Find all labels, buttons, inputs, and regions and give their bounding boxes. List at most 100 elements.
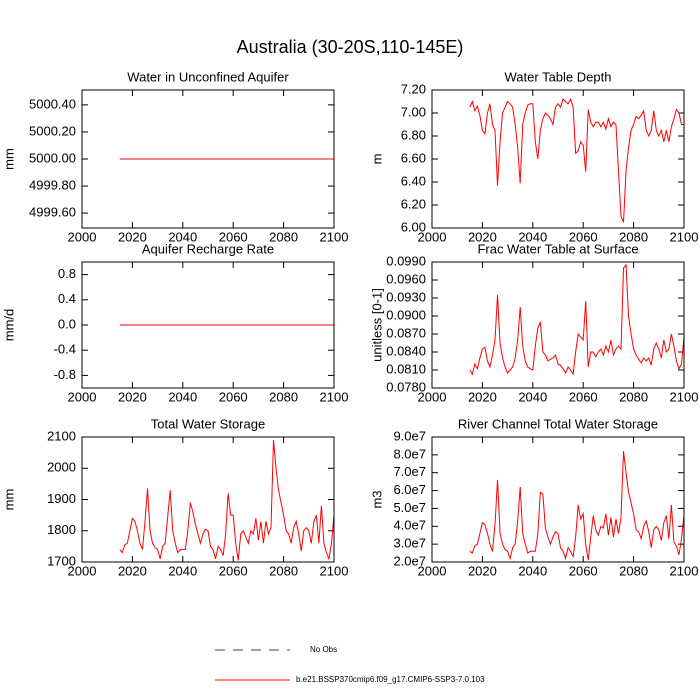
y-tick-label: 0.8 bbox=[58, 266, 76, 281]
y-tick-label: 7.20 bbox=[401, 81, 426, 96]
x-tick-label: 2040 bbox=[168, 389, 197, 404]
panel-title: Water Table Depth bbox=[505, 69, 612, 84]
x-tick-label: 2080 bbox=[269, 563, 298, 578]
x-tick-label: 2040 bbox=[168, 563, 197, 578]
y-tick-label: 8.0e7 bbox=[393, 446, 426, 461]
y-tick-label: 0.0810 bbox=[386, 361, 426, 376]
y-tick-label: 0.0900 bbox=[386, 307, 426, 322]
plot-frame bbox=[431, 89, 685, 229]
y-tick-label: 4999.80 bbox=[29, 177, 76, 192]
x-tick-label: 2000 bbox=[418, 389, 447, 404]
legend-label: No Obs bbox=[310, 645, 337, 654]
y-axis-label: m3 bbox=[369, 490, 384, 508]
x-tick-label: 2060 bbox=[569, 563, 598, 578]
y-tick-label: 0.0870 bbox=[386, 325, 426, 340]
y-tick-label: 0.4 bbox=[58, 291, 76, 306]
x-tick-label: 2060 bbox=[219, 389, 248, 404]
x-tick-label: 2020 bbox=[468, 229, 497, 244]
y-axis-label: mm/d bbox=[1, 309, 16, 342]
y-tick-label: 0.0 bbox=[58, 316, 76, 331]
x-tick-label: 2020 bbox=[118, 389, 147, 404]
y-tick-label: 7.0e7 bbox=[393, 464, 426, 479]
data-line bbox=[469, 97, 684, 223]
y-tick-label: 5000.20 bbox=[29, 123, 76, 138]
x-tick-label: 2060 bbox=[219, 229, 248, 244]
y-tick-label: 0.0840 bbox=[386, 343, 426, 358]
x-tick-label: 2100 bbox=[320, 229, 349, 244]
y-tick-label: 5.0e7 bbox=[393, 500, 426, 515]
panel-title: Frac Water Table at Surface bbox=[477, 241, 638, 256]
y-tick-label: 1700 bbox=[47, 553, 76, 568]
x-tick-label: 2080 bbox=[619, 229, 648, 244]
x-tick-label: 2040 bbox=[518, 563, 547, 578]
x-tick-label: 2080 bbox=[269, 389, 298, 404]
data-line bbox=[469, 451, 685, 561]
x-tick-label: 2040 bbox=[518, 229, 547, 244]
y-tick-label: 2.0e7 bbox=[393, 553, 426, 568]
x-tick-label: 2080 bbox=[269, 229, 298, 244]
y-tick-label: 4.0e7 bbox=[393, 518, 426, 533]
panel-title: Aquifer Recharge Rate bbox=[142, 241, 274, 256]
panel-title: Total Water Storage bbox=[151, 416, 265, 431]
y-axis-label: mm bbox=[1, 148, 16, 170]
x-tick-label: 2080 bbox=[619, 563, 648, 578]
x-tick-label: 2020 bbox=[118, 229, 147, 244]
y-tick-label: 4999.60 bbox=[29, 205, 76, 220]
x-tick-label: 2100 bbox=[670, 229, 699, 244]
data-line bbox=[469, 263, 685, 376]
legend-label: b.e21.BSSP370cmip6.f09_g17.CMIP6-SSP3-7.… bbox=[296, 675, 485, 684]
x-tick-label: 2060 bbox=[569, 229, 598, 244]
plot-frame bbox=[431, 261, 685, 389]
y-tick-label: -0.8 bbox=[54, 367, 76, 382]
x-tick-label: 2020 bbox=[118, 563, 147, 578]
y-tick-label: 6.00 bbox=[401, 219, 426, 234]
x-tick-label: 2000 bbox=[68, 389, 97, 404]
y-tick-label: 6.40 bbox=[401, 173, 426, 188]
x-tick-label: 2060 bbox=[569, 389, 598, 404]
y-tick-label: 3.0e7 bbox=[393, 536, 426, 551]
figure-title: Australia (30-20S,110-145E) bbox=[237, 37, 464, 57]
x-tick-label: 2040 bbox=[168, 229, 197, 244]
y-tick-label: 7.00 bbox=[401, 104, 426, 119]
y-tick-label: 0.0930 bbox=[386, 289, 426, 304]
x-tick-label: 2100 bbox=[320, 563, 349, 578]
y-tick-label: 6.0e7 bbox=[393, 482, 426, 497]
x-tick-label: 2060 bbox=[219, 563, 248, 578]
y-tick-label: 6.80 bbox=[401, 127, 426, 142]
x-tick-label: 2000 bbox=[418, 229, 447, 244]
y-tick-label: 1900 bbox=[47, 491, 76, 506]
x-tick-label: 2000 bbox=[68, 563, 97, 578]
x-tick-label: 2020 bbox=[468, 389, 497, 404]
panel-title: Water in Unconfined Aquifer bbox=[127, 69, 289, 84]
x-tick-label: 2100 bbox=[670, 389, 699, 404]
x-tick-label: 2100 bbox=[320, 389, 349, 404]
y-tick-label: 2100 bbox=[47, 428, 76, 443]
y-axis-label: unitless [0-1] bbox=[369, 288, 384, 362]
x-tick-label: 2020 bbox=[468, 563, 497, 578]
y-tick-label: 5000.40 bbox=[29, 96, 76, 111]
plot-frame bbox=[81, 436, 335, 563]
x-tick-label: 2080 bbox=[619, 389, 648, 404]
y-axis-label: m bbox=[369, 154, 384, 165]
y-tick-label: 0.0990 bbox=[386, 253, 426, 268]
y-tick-label: 6.20 bbox=[401, 196, 426, 211]
y-tick-label: -0.4 bbox=[54, 342, 76, 357]
x-tick-label: 2040 bbox=[518, 389, 547, 404]
data-line bbox=[119, 440, 335, 561]
y-tick-label: 0.0960 bbox=[386, 271, 426, 286]
y-tick-label: 2000 bbox=[47, 460, 76, 475]
y-tick-label: 5000.00 bbox=[29, 150, 76, 165]
plot-frame bbox=[81, 89, 335, 229]
x-tick-label: 2100 bbox=[670, 563, 699, 578]
x-tick-label: 2000 bbox=[418, 563, 447, 578]
plot-frame bbox=[81, 261, 335, 389]
y-tick-label: 1800 bbox=[47, 522, 76, 537]
x-tick-label: 2000 bbox=[68, 229, 97, 244]
y-tick-label: 9.0e7 bbox=[393, 428, 426, 443]
y-axis-label: mm bbox=[1, 489, 16, 511]
y-tick-label: 0.0780 bbox=[386, 379, 426, 394]
plot-frame bbox=[431, 436, 685, 563]
y-tick-label: 6.60 bbox=[401, 150, 426, 165]
